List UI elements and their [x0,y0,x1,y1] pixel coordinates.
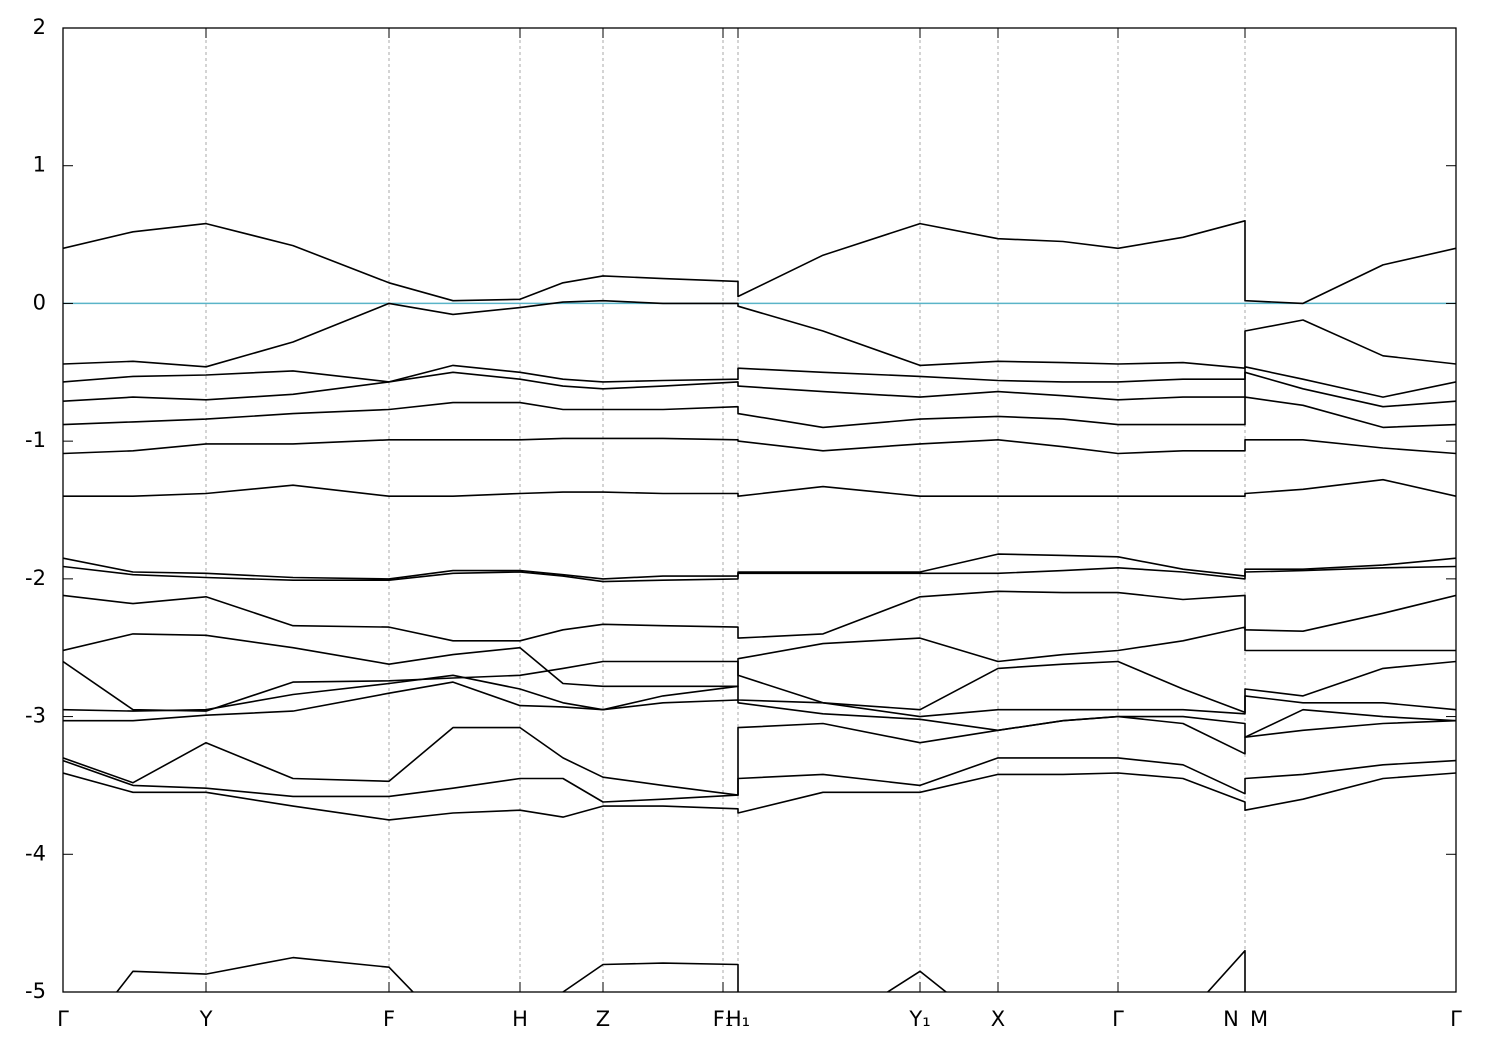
x-tick-label: F [383,1007,395,1031]
grid [205,28,1246,992]
x-tick-label: Y [199,1007,213,1031]
y-tick-label: -4 [25,841,46,865]
band-line [63,660,1456,714]
band-line [63,626,1456,688]
y-tick-label: -2 [25,566,46,590]
x-tick-label: N [1223,1007,1239,1031]
band-line [63,371,1456,408]
band-line [115,949,1246,992]
x-tick-label: Γ [57,1007,69,1031]
y-tick-label: 2 [33,15,46,39]
bands [63,220,1456,992]
band-line [63,220,1456,305]
y-tick-label: 0 [33,290,46,314]
y-tick-label: -5 [25,979,46,1003]
x-tick-label: Γ [1450,1007,1462,1031]
band-line [63,715,1456,796]
x-tick-label: H [512,1007,528,1031]
band-line [63,565,1456,583]
x-tick-label: H₁ [726,1007,750,1031]
band-line [63,478,1456,497]
band-line [63,681,1456,738]
x-tick-label: Γ [1112,1007,1124,1031]
y-tick-label: -1 [25,428,46,452]
band-line [63,364,1456,398]
band-line [63,396,1456,429]
x-tick-label: X [991,1007,1005,1031]
x-tick-label: Z [596,1007,610,1031]
band-line [63,553,1456,580]
x-tick-label: F₁ [713,1007,734,1031]
band-line [63,772,1456,821]
plot-frame [62,27,1457,993]
band-line [63,590,1456,642]
band-line [63,757,1456,803]
x-tick-label: M [1250,1007,1268,1031]
y-tick-label: -3 [25,704,46,728]
band-line [63,437,1456,455]
band-line [63,299,1456,369]
x-tick-label: Y₁ [908,1007,930,1031]
y-tick-label: 1 [33,153,46,177]
